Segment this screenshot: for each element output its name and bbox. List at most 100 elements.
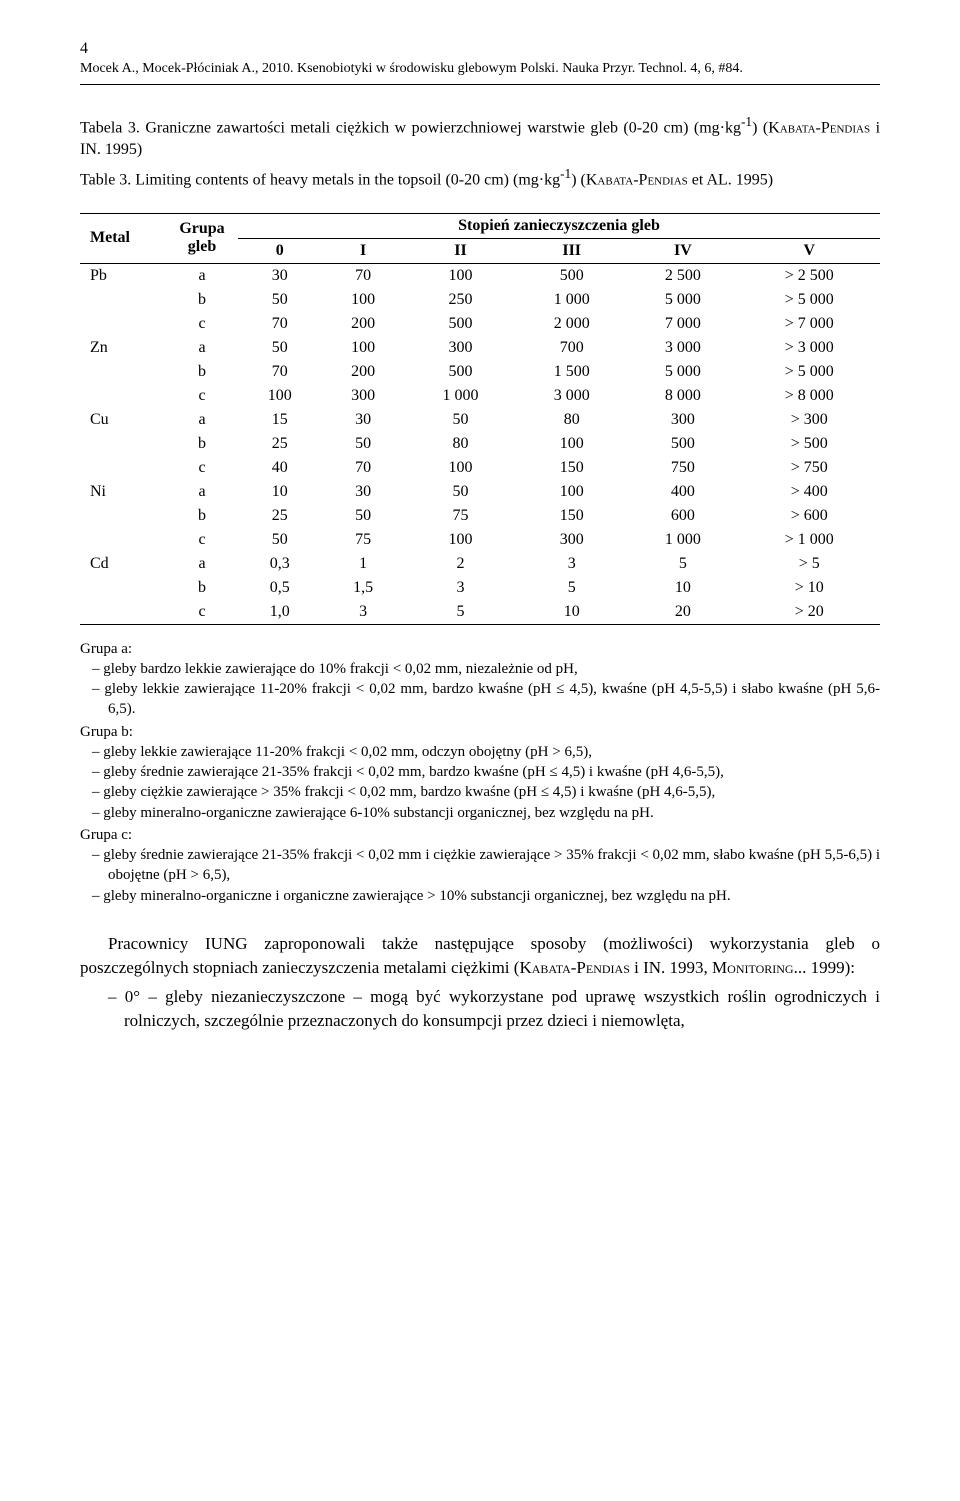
table-row: b255080100500> 500 bbox=[80, 432, 880, 456]
cell-value: 80 bbox=[516, 408, 627, 432]
cell-metal bbox=[80, 576, 166, 600]
cell-value: > 300 bbox=[739, 408, 880, 432]
cell-value: 100 bbox=[516, 480, 627, 504]
cell-value: 10 bbox=[627, 576, 738, 600]
cell-value: 3 bbox=[516, 552, 627, 576]
cell-metal bbox=[80, 528, 166, 552]
table-notes: Grupa a: – gleby bardzo lekkie zawierają… bbox=[80, 639, 880, 906]
cell-group: c bbox=[166, 384, 238, 408]
cell-value: 100 bbox=[405, 456, 516, 480]
cell-value: 150 bbox=[516, 456, 627, 480]
th-group: Grupa gleb bbox=[166, 213, 238, 263]
cell-value: 300 bbox=[516, 528, 627, 552]
para-smallcaps: Monitoring bbox=[712, 958, 794, 977]
caption-text: ) ( bbox=[752, 120, 768, 137]
th-level: I bbox=[321, 238, 404, 263]
body-paragraph: Pracownicy IUNG zaproponowali także nast… bbox=[80, 932, 880, 980]
cell-value: 1 000 bbox=[516, 288, 627, 312]
note-item: – gleby średnie zawierające 21-35% frakc… bbox=[80, 845, 880, 886]
table-row: c4070100150750> 750 bbox=[80, 456, 880, 480]
table-caption-pl: Tabela 3. Graniczne zawartości metali ci… bbox=[80, 113, 880, 161]
cell-value: 30 bbox=[321, 408, 404, 432]
caption-smallcaps: Kabata-Pendias bbox=[768, 120, 870, 137]
cell-value: 3 000 bbox=[627, 336, 738, 360]
cell-metal bbox=[80, 360, 166, 384]
cell-group: a bbox=[166, 336, 238, 360]
cell-value: 750 bbox=[627, 456, 738, 480]
cell-value: 100 bbox=[405, 263, 516, 288]
th-group-l1: Grupa bbox=[179, 220, 224, 237]
cell-group: c bbox=[166, 600, 238, 625]
cell-value: 25 bbox=[238, 432, 321, 456]
table-row: Cua15305080300> 300 bbox=[80, 408, 880, 432]
th-level: III bbox=[516, 238, 627, 263]
page-number: 4 bbox=[80, 40, 880, 58]
cell-value: 70 bbox=[238, 312, 321, 336]
cell-value: 80 bbox=[405, 432, 516, 456]
cell-group: b bbox=[166, 576, 238, 600]
cell-value: 50 bbox=[321, 432, 404, 456]
table-row: b702005001 5005 000> 5 000 bbox=[80, 360, 880, 384]
cell-metal: Cu bbox=[80, 408, 166, 432]
note-item: – gleby mineralno-organiczne zawierające… bbox=[80, 803, 880, 823]
group-c-label: Grupa c: bbox=[80, 825, 880, 845]
cell-value: 300 bbox=[627, 408, 738, 432]
table-row: c50751003001 000> 1 000 bbox=[80, 528, 880, 552]
cell-metal: Ni bbox=[80, 480, 166, 504]
cell-metal: Zn bbox=[80, 336, 166, 360]
note-item: – gleby mineralno-organiczne i organiczn… bbox=[80, 886, 880, 906]
cell-value: 300 bbox=[321, 384, 404, 408]
cell-group: c bbox=[166, 312, 238, 336]
cell-value: > 1 000 bbox=[739, 528, 880, 552]
cell-value: 700 bbox=[516, 336, 627, 360]
table-row: c1,0351020> 20 bbox=[80, 600, 880, 625]
cell-value: 1 bbox=[321, 552, 404, 576]
caption-text: Tabela 3. Graniczne zawartości metali ci… bbox=[80, 120, 741, 137]
cell-value: > 500 bbox=[739, 432, 880, 456]
bullet-item: – 0° – gleby niezanieczyszczone – mogą b… bbox=[80, 985, 880, 1033]
table-row: b0,51,53510> 10 bbox=[80, 576, 880, 600]
cell-value: 100 bbox=[405, 528, 516, 552]
caption-text: ) ( bbox=[571, 171, 586, 188]
cell-value: 70 bbox=[321, 456, 404, 480]
cell-value: 20 bbox=[627, 600, 738, 625]
caption-sup: -1 bbox=[741, 114, 752, 129]
cell-value: 50 bbox=[405, 408, 516, 432]
cell-group: c bbox=[166, 528, 238, 552]
cell-metal bbox=[80, 288, 166, 312]
cell-value: 50 bbox=[238, 288, 321, 312]
cell-value: 500 bbox=[405, 360, 516, 384]
cell-value: 100 bbox=[321, 288, 404, 312]
cell-value: 100 bbox=[516, 432, 627, 456]
cell-value: 70 bbox=[238, 360, 321, 384]
cell-value: 10 bbox=[238, 480, 321, 504]
table-row: c1003001 0003 0008 000> 8 000 bbox=[80, 384, 880, 408]
cell-metal: Cd bbox=[80, 552, 166, 576]
cell-value: > 400 bbox=[739, 480, 880, 504]
caption-text: et AL. 1995) bbox=[688, 171, 773, 188]
cell-value: 50 bbox=[405, 480, 516, 504]
cell-group: a bbox=[166, 480, 238, 504]
cell-value: 30 bbox=[321, 480, 404, 504]
cell-metal bbox=[80, 432, 166, 456]
cell-metal: Pb bbox=[80, 263, 166, 288]
th-level: IV bbox=[627, 238, 738, 263]
group-a-label: Grupa a: bbox=[80, 639, 880, 659]
note-item: – gleby średnie zawierające 21-35% frakc… bbox=[80, 762, 880, 782]
table-row: b501002501 0005 000> 5 000 bbox=[80, 288, 880, 312]
cell-value: 500 bbox=[627, 432, 738, 456]
cell-value: 50 bbox=[321, 504, 404, 528]
cell-value: 0,5 bbox=[238, 576, 321, 600]
cell-value: > 3 000 bbox=[739, 336, 880, 360]
cell-value: 3 bbox=[405, 576, 516, 600]
cell-value: 5 000 bbox=[627, 288, 738, 312]
cell-value: 200 bbox=[321, 312, 404, 336]
cell-value: 5 bbox=[627, 552, 738, 576]
cell-value: > 2 500 bbox=[739, 263, 880, 288]
para-smallcaps: Kabata-Pendias bbox=[519, 958, 629, 977]
cell-group: b bbox=[166, 432, 238, 456]
note-item: – gleby ciężkie zawierające > 35% frakcj… bbox=[80, 782, 880, 802]
cell-value: 70 bbox=[321, 263, 404, 288]
cell-metal bbox=[80, 600, 166, 625]
cell-value: 10 bbox=[516, 600, 627, 625]
